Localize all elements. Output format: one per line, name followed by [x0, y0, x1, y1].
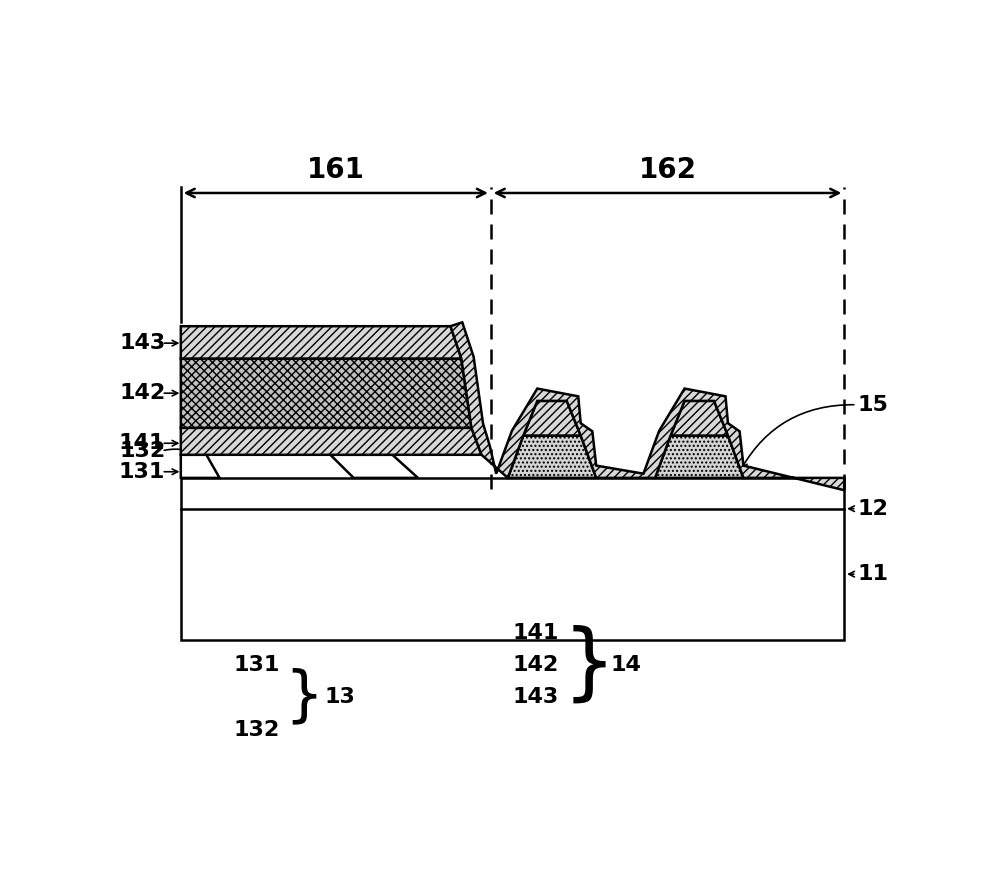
Polygon shape	[450, 323, 844, 490]
Text: 14: 14	[611, 655, 642, 675]
Text: 162: 162	[639, 156, 696, 184]
Polygon shape	[330, 455, 418, 478]
Text: 13: 13	[324, 687, 355, 707]
Polygon shape	[181, 326, 461, 358]
Text: 11: 11	[857, 564, 888, 584]
Text: 161: 161	[307, 156, 365, 184]
Text: 15: 15	[857, 395, 888, 415]
Polygon shape	[181, 455, 220, 478]
Polygon shape	[181, 358, 471, 428]
Bar	[181, 478, 844, 640]
Text: 141: 141	[119, 434, 165, 453]
Text: 142: 142	[119, 383, 165, 403]
Text: 141: 141	[513, 623, 559, 642]
Polygon shape	[508, 435, 596, 478]
Polygon shape	[655, 435, 743, 478]
Polygon shape	[671, 401, 728, 435]
Text: 143: 143	[513, 687, 559, 707]
Text: 142: 142	[513, 655, 559, 675]
Text: }: }	[284, 668, 323, 727]
Text: }: }	[563, 625, 616, 705]
Text: 131: 131	[119, 461, 165, 482]
Text: 131: 131	[234, 655, 280, 675]
Text: 132: 132	[234, 719, 280, 740]
Text: 132: 132	[119, 441, 165, 461]
Text: 12: 12	[857, 499, 888, 519]
Polygon shape	[523, 401, 581, 435]
Polygon shape	[181, 428, 482, 455]
Text: 143: 143	[119, 333, 165, 353]
